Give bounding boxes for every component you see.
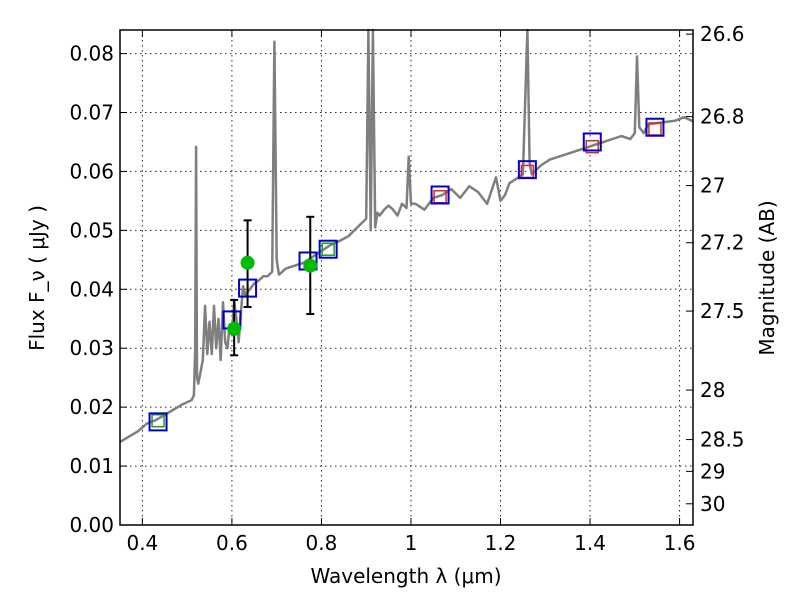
model-photometry-point (585, 139, 600, 154)
plot-frame (119, 29, 694, 526)
observed-photometry-point (430, 185, 450, 205)
x-tick-label: 1 (405, 531, 418, 555)
observed-photometry-point (318, 239, 338, 259)
x-axis-label: Wavelength λ (μm) (310, 564, 501, 588)
measured-flux-point (227, 321, 242, 336)
y-tick-label: 0.00 (69, 513, 114, 537)
model-photometry-point (321, 242, 335, 256)
model-photometry-point (151, 413, 165, 428)
right-tick-label: 26.8 (700, 105, 745, 129)
x-tick-label: 0.8 (306, 531, 338, 555)
y-tick-label: 0.06 (69, 159, 114, 183)
right-tick-label: 30 (700, 492, 725, 516)
axes-ticks: 0.4 0.6 0.8 1 1.2 1.4 1.6 0.00 0.01 0.02 0.03 0.04 0… (69, 22, 744, 555)
y-tick-label: 0.04 (69, 277, 114, 301)
observed-photometry-point (582, 132, 602, 152)
right-tick-label: 27 (700, 174, 725, 198)
y-tick-label: 0.08 (69, 42, 114, 66)
observed-photometry-point (148, 412, 168, 432)
x-tick-label: 1.6 (664, 531, 696, 555)
x-tick-label: 1.4 (574, 531, 606, 555)
right-axis-label: Magnitude (AB) (755, 200, 779, 355)
observed-photometry-point (517, 160, 537, 180)
model-spectrum-line (119, 28, 694, 443)
plot-area (119, 28, 694, 443)
measured-flux-point (303, 258, 318, 273)
right-tick-label: 26.6 (700, 22, 745, 46)
grid (120, 30, 693, 526)
y-tick-label: 0.05 (69, 218, 114, 242)
y-tick-label: 0.07 (69, 101, 114, 125)
y-tick-label: 0.03 (69, 336, 114, 360)
x-tick-label: 0.4 (126, 531, 158, 555)
measured-flux-point (240, 255, 255, 270)
right-tick-label: 28.5 (700, 428, 745, 452)
right-tick-label: 29 (700, 459, 725, 483)
observed-photometry-point (645, 117, 665, 137)
y-tick-label: 0.02 (69, 395, 114, 419)
right-tick-label: 28 (700, 378, 725, 402)
y-tick-label: 0.01 (69, 454, 114, 478)
right-tick-label: 27.2 (700, 231, 745, 255)
x-tick-label: 0.6 (216, 531, 248, 555)
right-tick-label: 27.5 (700, 299, 745, 323)
x-tick-label: 1.2 (485, 531, 517, 555)
y-axis-label: Flux F_ν ( μJy ) (25, 205, 49, 351)
